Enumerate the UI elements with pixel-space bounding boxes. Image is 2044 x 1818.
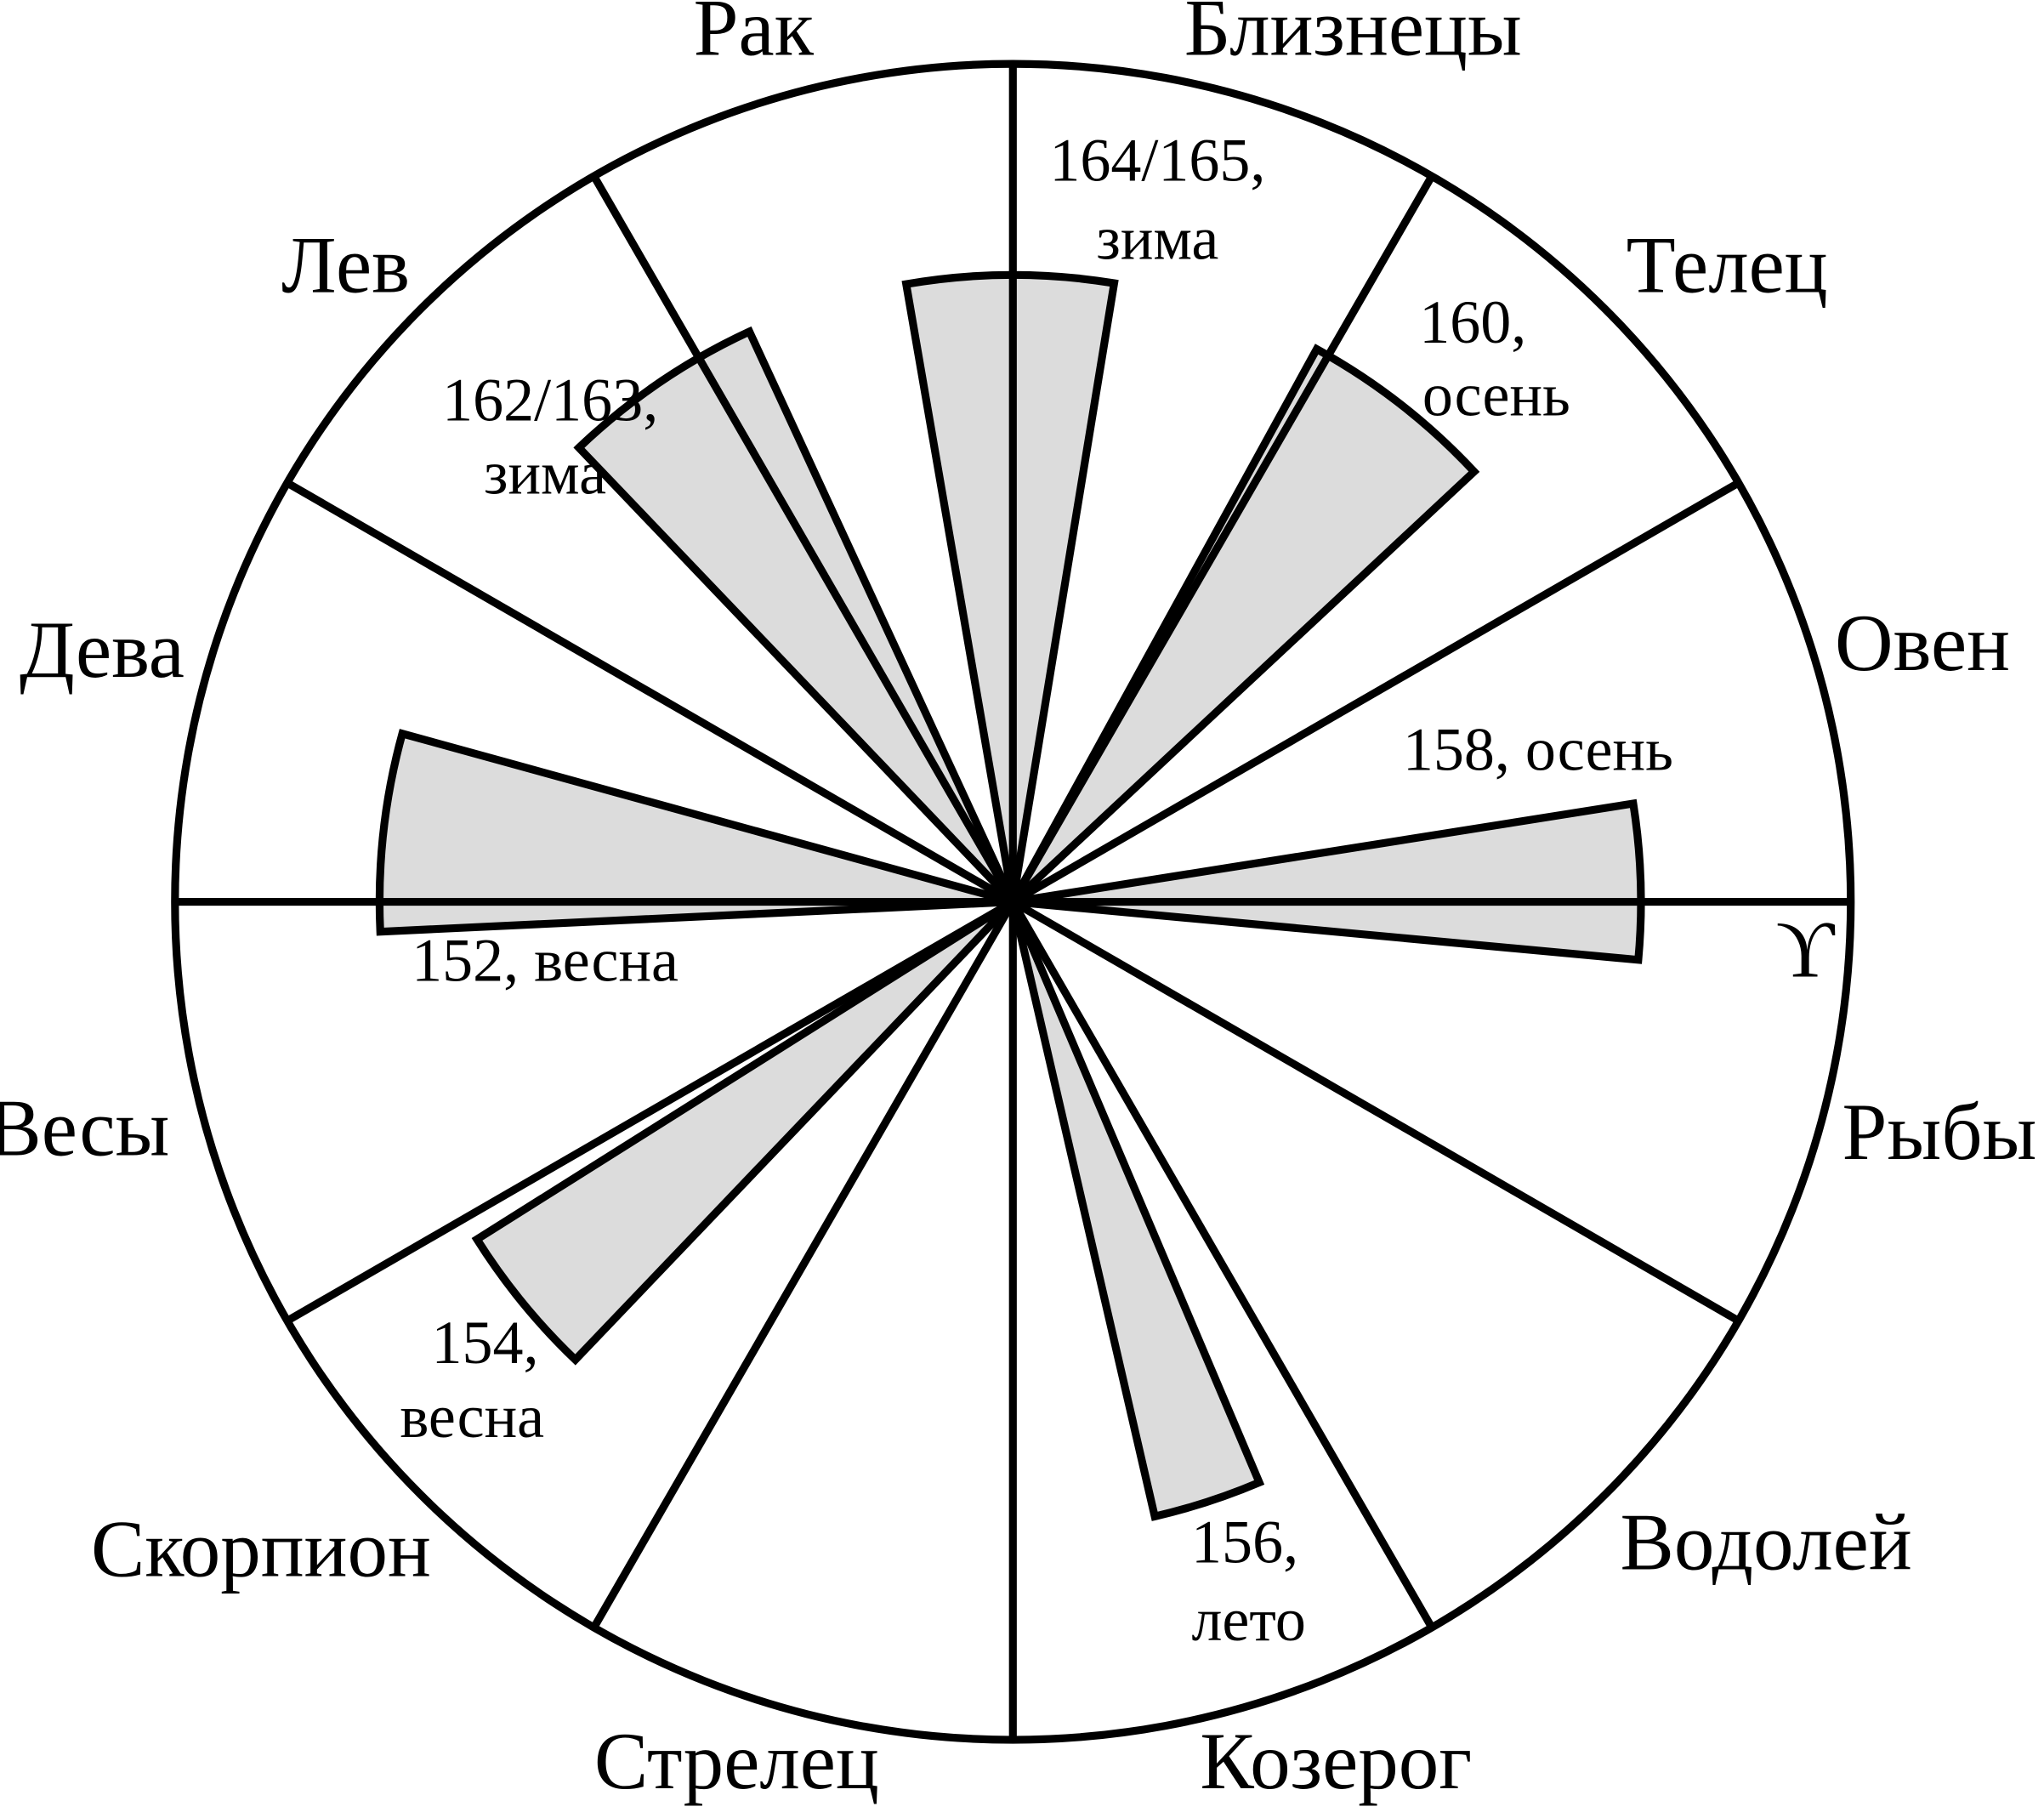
wedge-label: 160, <box>1419 288 1526 356</box>
wedge <box>1009 344 1480 905</box>
sector-divider <box>285 479 1741 1325</box>
wedge-label: 156, <box>1191 1508 1298 1576</box>
sign-label: Овен <box>1835 598 2010 688</box>
wedge <box>1008 900 1265 1521</box>
sign-label: Скорпион <box>91 1503 431 1594</box>
zodiac-circle <box>171 60 1855 1744</box>
sign-label: Лев <box>281 220 410 310</box>
wedge-label: 162/163, <box>442 366 658 435</box>
wedge <box>1012 798 1645 964</box>
wedge <box>573 326 1017 905</box>
aries-symbol: ϒ <box>1776 904 1836 994</box>
wedge-label: лето <box>1191 1586 1305 1654</box>
wedge-label: зима <box>484 440 606 508</box>
sign-label: Рак <box>694 0 815 73</box>
wedge-label: зима <box>1096 205 1218 273</box>
sign-label: Рыбы <box>1842 1087 2037 1177</box>
wedges <box>375 270 1645 1521</box>
wedge <box>471 898 1016 1366</box>
wedge-label: 154, <box>432 1309 539 1377</box>
sign-label: Стрелец <box>594 1716 879 1806</box>
sign-label: Близнецы <box>1184 0 1522 73</box>
wedge-label: весна <box>400 1383 544 1451</box>
wedge-label: 164/165, <box>1049 127 1265 195</box>
wedge-label: 158, осень <box>1403 715 1673 783</box>
sign-label: Водолей <box>1621 1497 1912 1588</box>
wedge-label: 152, весна <box>412 927 678 995</box>
sign-label: Козерог <box>1200 1716 1472 1806</box>
wedge-label: осень <box>1422 361 1570 429</box>
sign-label: Телец <box>1627 220 1828 310</box>
sign-label: Весы <box>0 1082 169 1173</box>
wedge <box>375 729 1014 936</box>
spokes <box>174 64 1851 1741</box>
sign-label: Дева <box>20 605 185 695</box>
